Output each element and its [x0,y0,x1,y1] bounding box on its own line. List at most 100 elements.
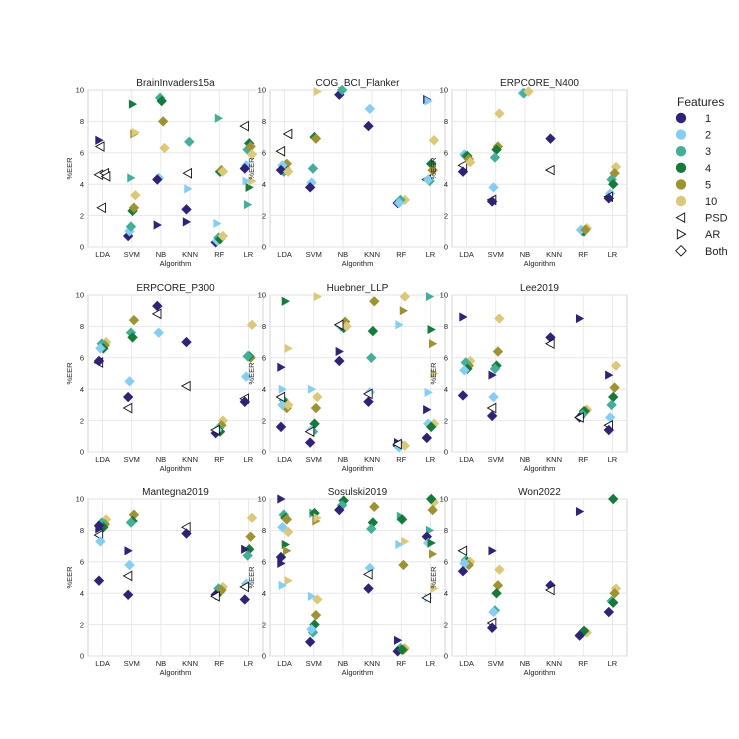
data-point-LR-4-AR [427,324,436,335]
y-tick-label: 0 [444,448,448,457]
x-tick-label: LR [244,250,254,259]
x-tick-label: KNN [546,455,562,464]
y-tick-label: 0 [80,448,84,457]
x-tick-label: LDA [459,250,474,259]
x-tick-label: NB [520,659,530,668]
x-tick-label: NB [156,250,166,259]
data-point-LDA-1-Both [457,566,469,577]
data-point-NB-10-Both [523,86,534,97]
y-tick-label: 0 [262,243,266,252]
data-point-LR-1-PSD [421,592,431,604]
data-point-LR-4-Both [426,493,437,505]
data-point-NB-5-Both [157,116,169,127]
y-tick-label: 8 [262,322,266,331]
x-tick-label: KNN [364,250,380,259]
data-point-KNN-1-Both [363,396,374,407]
data-point-LDA-1-Both [457,166,469,177]
data-point-LR-4-AR [245,182,254,192]
data-point-LDA-1-Both [93,520,105,531]
data-point-LR-3-Both [606,399,617,411]
data-point-SVM-3-Both [125,517,137,528]
y-tick-label: 10 [258,86,266,95]
legend-color-marker [675,195,687,207]
data-point-KNN-1-PSD [180,380,191,392]
panel-ERPCORE_N400: 0 2 4 6 8 10 LDA SVM NB KNN RF LR ERPCORE_N400 Algori… [429,78,628,268]
y-tick-label: 4 [80,589,84,598]
data-point-SVM-10-AR [131,127,140,137]
data-point-RF-2-AR [213,218,222,229]
x-axis-label: Algorithm [524,464,556,473]
data-point-LDA-2-Both [95,536,106,547]
y-tick-label: 10 [440,291,448,300]
data-point-NB-1-Both [152,174,163,185]
data-point-KNN-4-Both [367,517,379,528]
data-point-NB-1-PSD [151,308,162,320]
data-point-SVM-1-Both [122,589,134,600]
data-point-LR-5-Both [609,382,620,393]
data-point-SVM-1-AR [488,370,497,380]
y-tick-label: 2 [262,416,266,425]
data-point-SVM-1-PSD [304,426,315,437]
data-point-LR-1-Both [239,163,251,174]
plot-area [269,294,446,453]
data-point-LR-10-AR [248,176,257,186]
legend-color-marker [675,112,687,124]
data-point-SVM-2-AR [307,384,317,394]
x-tick-label: SVM [124,455,140,464]
data-point-LR-10-Both [246,319,258,331]
y-tick-label: 0 [80,243,84,252]
plot-area [451,89,628,248]
data-point-RF-5-Both [216,584,227,596]
data-point-LDA-3-PSD [96,202,106,214]
data-points [275,84,440,209]
data-point-KNN-5-Both [369,296,380,307]
data-point-SVM-1-Both [486,622,498,633]
data-point-RF-1-AR [393,635,403,645]
y-tick-label: 4 [80,385,84,394]
x-tick-label: RF [396,455,406,464]
data-point-LDA-10-AR [284,343,293,353]
legend-label: 3 [705,146,711,158]
data-point-KNN-1-Both [181,528,192,539]
x-tick-label: LDA [95,659,110,668]
y-axis-label: %EER [429,157,438,180]
x-tick-label: LR [608,659,618,668]
y-axis-label: %EER [429,362,438,385]
data-point-KNN-3-Both [366,352,377,363]
data-point-LR-4-Both [608,493,619,505]
x-tick-label: SVM [306,659,322,668]
x-tick-label: LDA [95,250,110,259]
x-axis-label: Algorithm [160,259,192,268]
y-axis-label: %EER [247,157,256,180]
data-point-LR-5-Both [245,141,256,152]
panels: 0 2 4 6 8 10 LDA SVM NB KNN RF LR BrainInvaders15a Al… [65,78,628,677]
legend-color-marker [675,146,687,157]
x-tick-label: LDA [277,659,292,668]
x-tick-label: RF [578,455,588,464]
y-tick-label: 2 [262,211,266,220]
x-tick-label: LDA [459,659,474,668]
plot-area [269,89,446,248]
data-point-SVM-2-Both [488,606,499,618]
x-tick-label: KNN [182,659,198,668]
y-tick-label: 6 [262,558,266,567]
y-tick-label: 4 [444,180,448,189]
data-point-RF-2-AR [395,539,404,550]
panel-title: Lee2019 [520,283,559,294]
data-point-NB-2-Both [153,327,164,338]
x-tick-label: KNN [364,659,380,668]
data-point-SVM-10-Both [312,391,323,403]
data-point-LDA-2-Both [459,558,470,569]
data-point-LR-10-Both [610,161,622,173]
plot-area [269,498,446,657]
data-point-LR-1-Both [603,424,615,436]
y-tick-label: 6 [262,354,266,363]
data-point-LR-10-Both [246,149,258,160]
data-point-LR-4-Both [608,597,619,608]
data-point-NB-10-Both [159,142,170,154]
y-tick-label: 10 [258,291,266,300]
data-point-SVM-4-Both [491,144,502,155]
data-point-SVM-4-AR [128,99,138,109]
data-points [275,291,440,453]
legend-shape-marker [675,244,687,257]
